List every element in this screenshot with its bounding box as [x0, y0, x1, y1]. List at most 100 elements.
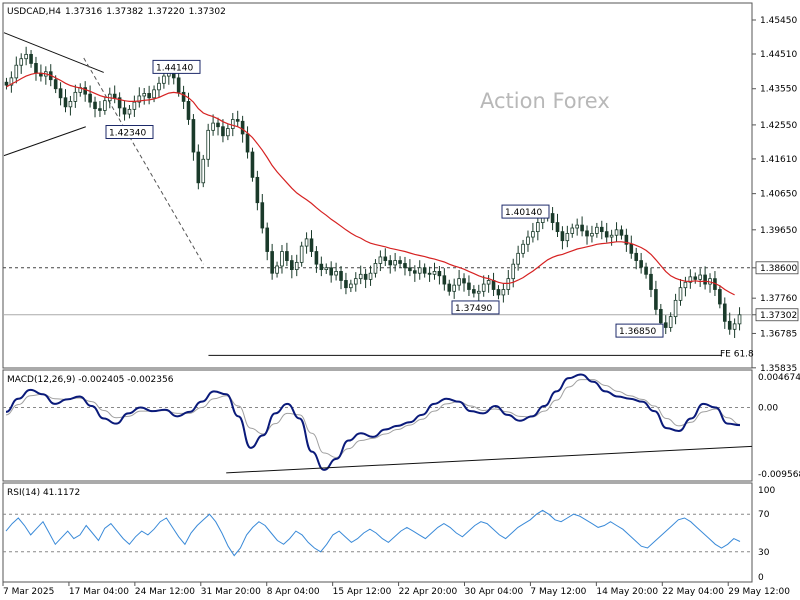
price-axis-label: 1.37760 — [760, 294, 797, 304]
candle-body — [83, 87, 87, 95]
candle-body — [329, 267, 333, 276]
candle-body — [191, 119, 196, 153]
price-annotation-label: 1.40140 — [505, 208, 542, 218]
time-axis-label: 22 May 04:00 — [662, 587, 724, 597]
candle-body — [476, 290, 481, 294]
candle-body — [496, 289, 501, 296]
candle-body — [299, 245, 304, 263]
macd-title: MACD(12,26,9) -0.002405 -0.002356 — [7, 375, 174, 385]
rsi-title: RSI(14) 41.1172 — [7, 488, 80, 498]
candle-body — [255, 176, 260, 204]
price-axis-label: 1.40650 — [760, 190, 797, 200]
candle-body — [718, 289, 722, 305]
candle-body — [580, 224, 584, 232]
candle-body — [688, 276, 693, 283]
rsi-axis-label: 30 — [758, 548, 770, 558]
candle-body — [634, 252, 639, 261]
candle-body — [19, 58, 24, 66]
candle-body — [565, 233, 570, 242]
candle-body — [324, 267, 329, 271]
price-axis-label-box — [755, 261, 799, 275]
candle-body — [727, 320, 732, 330]
candle-body — [668, 316, 673, 328]
candle-body — [68, 100, 73, 108]
time-axis-label: 8 Apr 04:00 — [267, 587, 320, 597]
candle-body — [619, 229, 624, 236]
candle-body — [334, 271, 338, 276]
price-axis-label: 1.38600 — [760, 264, 797, 274]
candle-body — [93, 101, 97, 110]
candle-body — [560, 231, 565, 242]
candle-body — [363, 273, 368, 280]
candle-body — [737, 314, 742, 325]
price-annotation-box — [615, 323, 664, 338]
price-axis-label: 1.36785 — [760, 329, 797, 339]
candle-body — [462, 278, 466, 284]
candle-body — [285, 251, 289, 261]
candle-body — [555, 222, 560, 233]
trendline-0 — [3, 32, 104, 73]
candle-body — [353, 278, 358, 285]
candle-body — [103, 100, 107, 111]
candle-body — [536, 222, 540, 233]
candle-body — [442, 275, 447, 285]
time-axis-label: 24 Mar 12:00 — [135, 587, 195, 597]
candle-body — [472, 289, 476, 294]
candle-body — [531, 231, 535, 238]
candle-body — [221, 126, 225, 137]
rsi-axis-label: 100 — [758, 486, 775, 496]
candle-body — [722, 303, 727, 322]
candle-body — [698, 274, 702, 280]
candle-body — [339, 271, 343, 281]
candle-body — [570, 227, 575, 234]
time-axis-label: 30 Apr 04:00 — [465, 587, 524, 597]
price-annotation-label: 1.42340 — [109, 129, 146, 139]
candle-body — [250, 151, 255, 178]
candle-body — [693, 276, 698, 280]
candle-body — [186, 100, 191, 120]
candle-body — [403, 263, 407, 269]
candle-body — [585, 230, 589, 237]
candle-body — [112, 93, 117, 99]
candle-body — [34, 63, 38, 74]
time-axis-label: 14 May 20:00 — [596, 587, 658, 597]
price-annotation-label: 1.36850 — [619, 327, 656, 337]
candle-body — [63, 97, 68, 108]
candle-body — [88, 93, 92, 103]
price-annotation-box — [501, 204, 550, 219]
candle-body — [226, 128, 230, 137]
candle-body — [304, 238, 309, 247]
candle-body — [58, 88, 63, 99]
candle-body — [162, 75, 166, 84]
candle-body — [152, 89, 156, 99]
time-axis-label: 22 Apr 20:00 — [399, 587, 458, 597]
macd-pane-border — [2, 369, 753, 482]
price-axis-label: 1.43550 — [760, 85, 797, 95]
candle-body — [230, 119, 235, 129]
candle-body — [201, 158, 206, 184]
candle-body — [344, 280, 348, 289]
candle-body — [309, 238, 314, 252]
candle-body — [9, 77, 14, 86]
candle-body — [383, 256, 388, 261]
candle-body — [117, 97, 122, 109]
candle-body — [240, 120, 245, 135]
price-annotation-label: 1.44140 — [156, 63, 193, 73]
candle-body — [216, 122, 220, 128]
candle-body — [511, 263, 516, 280]
price-annotation-box — [451, 300, 500, 315]
candle-body — [14, 64, 19, 79]
candle-body — [427, 272, 432, 275]
candle-body — [486, 280, 491, 285]
price-chart-title: USDCAD,H4 1.37316 1.37382 1.37220 1.37302 — [7, 7, 226, 17]
candle-body — [678, 287, 683, 301]
candle-body — [235, 119, 240, 122]
candle-body — [358, 273, 363, 280]
macd-signal-line — [5, 379, 741, 458]
macd-trendline — [226, 445, 753, 474]
candle-body — [98, 108, 102, 111]
candle-body — [206, 129, 210, 160]
candle-body — [452, 284, 456, 292]
candle-body — [654, 289, 658, 310]
candle-body — [176, 77, 181, 93]
